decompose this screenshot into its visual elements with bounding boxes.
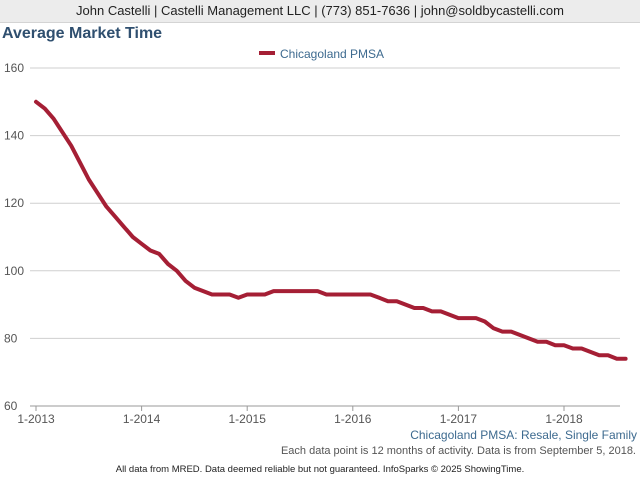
- series-caption: Chicagoland PMSA: Resale, Single Family: [410, 428, 637, 442]
- data-point: [412, 306, 416, 310]
- x-tick-label: 1-2017: [440, 412, 478, 426]
- x-axis-ticks: 1-2013 1-2014 1-2015 1-2016 1-2017 1-2018: [17, 405, 620, 426]
- x-tick-label: 1-2013: [17, 412, 55, 426]
- data-point: [456, 316, 460, 320]
- footer-note: Each data point is 12 months of activity…: [280, 445, 636, 457]
- data-point: [60, 130, 64, 134]
- data-point: [597, 353, 601, 357]
- data-point: [210, 292, 214, 296]
- data-point: [606, 353, 610, 357]
- y-tick-label: 160: [4, 61, 24, 75]
- data-point: [298, 289, 302, 293]
- data-point: [527, 336, 531, 340]
- data-point: [333, 292, 337, 296]
- data-point: [580, 347, 584, 351]
- data-point: [492, 326, 496, 330]
- data-point: [615, 357, 619, 361]
- footer-disclaimer: All data from MRED. Data deemed reliable…: [115, 464, 525, 475]
- chart-title: Average Market Time: [2, 25, 163, 42]
- data-point: [430, 309, 434, 313]
- data-point: [87, 178, 91, 182]
- y-tick-label: 120: [4, 196, 24, 210]
- data-point: [96, 191, 100, 195]
- y-tick-label: 60: [4, 399, 18, 413]
- data-point: [509, 330, 513, 334]
- data-point: [324, 292, 328, 296]
- data-point: [553, 343, 557, 347]
- data-point: [342, 292, 346, 296]
- data-point: [404, 303, 408, 307]
- data-point: [122, 225, 126, 229]
- data-point: [236, 296, 240, 300]
- y-tick-label: 100: [4, 264, 24, 278]
- data-point: [395, 299, 399, 303]
- data-point: [263, 292, 267, 296]
- data-point: [34, 100, 38, 104]
- data-point: [78, 161, 82, 165]
- data-point: [175, 269, 179, 273]
- data-point: [536, 340, 540, 344]
- data-point: [500, 330, 504, 334]
- data-point: [272, 289, 276, 293]
- data-point: [544, 340, 548, 344]
- data-point: [43, 107, 47, 111]
- data-point: [157, 252, 161, 256]
- data-point: [113, 215, 117, 219]
- data-point: [184, 279, 188, 283]
- x-tick-label: 1-2014: [123, 412, 161, 426]
- series-lines: [34, 99, 628, 361]
- data-point: [228, 292, 232, 296]
- data-point: [104, 205, 108, 209]
- data-point: [140, 242, 144, 246]
- data-point: [254, 292, 258, 296]
- series-line-chicagoland-pmsa: [34, 99, 628, 361]
- contact-header: John Castelli | Castelli Management LLC …: [0, 0, 640, 23]
- data-point: [307, 289, 311, 293]
- data-point: [421, 306, 425, 310]
- legend: Chicagoland PMSA: [259, 47, 384, 61]
- data-point: [280, 289, 284, 293]
- data-point: [439, 309, 443, 313]
- data-point: [52, 117, 56, 121]
- data-point: [360, 292, 364, 296]
- data-point: [377, 296, 381, 300]
- data-point: [448, 313, 452, 317]
- data-point: [219, 292, 223, 296]
- data-point: [483, 320, 487, 323]
- data-point: [245, 292, 249, 296]
- data-point: [351, 292, 355, 296]
- x-tick-label: 1-2018: [545, 412, 583, 426]
- data-point: [474, 316, 478, 320]
- contact-text: John Castelli | Castelli Management LLC …: [76, 3, 564, 18]
- legend-label: Chicagoland PMSA: [280, 47, 384, 61]
- data-point: [562, 343, 566, 347]
- data-point: [518, 333, 522, 337]
- x-tick-label: 1-2015: [229, 412, 267, 426]
- data-point: [588, 350, 592, 354]
- data-point: [368, 292, 372, 296]
- y-tick-label: 80: [4, 331, 18, 345]
- data-point: [201, 289, 205, 293]
- y-axis-ticks: 60 80 100 120 140 160: [4, 61, 24, 413]
- data-point: [192, 286, 196, 290]
- x-tick-label: 1-2016: [334, 412, 372, 426]
- data-point: [624, 357, 628, 361]
- data-point: [316, 289, 320, 293]
- data-point: [166, 262, 170, 266]
- data-point: [465, 316, 469, 320]
- data-point: [289, 289, 293, 293]
- data-point: [131, 235, 135, 239]
- data-point: [571, 347, 575, 351]
- data-point: [386, 299, 390, 303]
- gridlines: [30, 67, 620, 407]
- y-tick-label: 140: [4, 129, 24, 143]
- data-point: [148, 249, 152, 253]
- data-point: [69, 144, 73, 148]
